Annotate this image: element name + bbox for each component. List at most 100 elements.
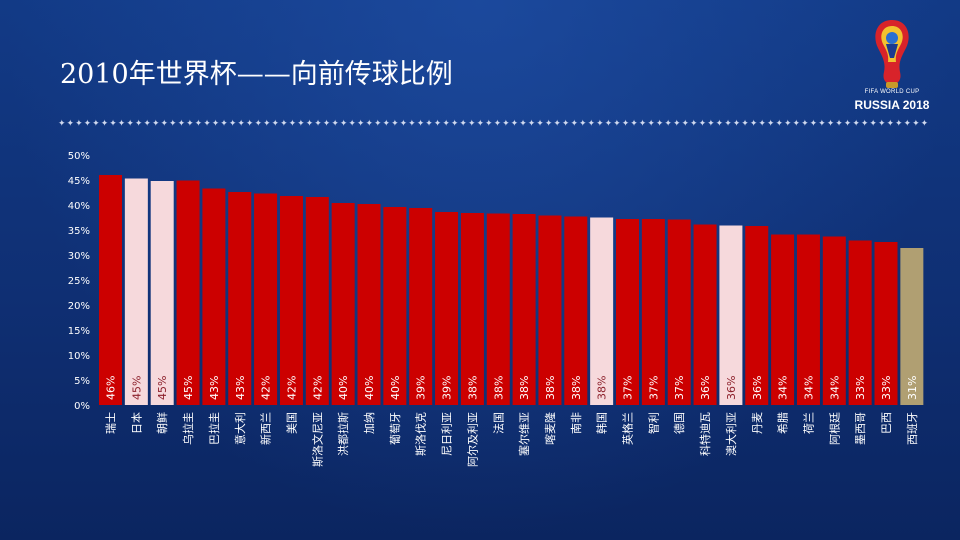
category-label: 尼日利亚 xyxy=(441,412,454,456)
category-label: 丹麦 xyxy=(751,412,764,434)
data-label: 37% xyxy=(673,376,686,400)
category-label: 阿根廷 xyxy=(827,412,841,445)
category-label: 瑞士 xyxy=(104,412,118,434)
bar xyxy=(771,234,795,405)
category-label: 韩国 xyxy=(595,412,609,434)
bar xyxy=(486,213,510,405)
data-label: 42% xyxy=(285,376,298,400)
star-divider: ✦✦✦✦✦✦✦✦✦✦✦✦✦✦✦✦✦✦✦✦✦✦✦✦✦✦✦✦✦✦✦✦✦✦✦✦✦✦✦✦… xyxy=(58,119,930,129)
category-label: 斯洛伐克 xyxy=(414,412,428,456)
data-label: 34% xyxy=(777,376,790,400)
logo-caption: FIFA WORLD CUP xyxy=(864,89,920,95)
category-label: 西班牙 xyxy=(906,412,919,445)
data-label: 40% xyxy=(389,376,402,400)
bar xyxy=(512,214,536,405)
data-label: 34% xyxy=(828,376,841,400)
bar xyxy=(202,188,226,405)
chart-title: 2010年世界杯——向前传球比例 xyxy=(60,59,453,90)
data-label: 38% xyxy=(570,376,583,400)
data-label: 33% xyxy=(880,376,893,400)
category-label: 科特迪瓦 xyxy=(698,412,712,456)
data-label: 34% xyxy=(802,376,815,400)
category-label: 喀麦隆 xyxy=(543,412,557,445)
world-cup-trophy-icon xyxy=(875,20,909,88)
bar xyxy=(228,192,252,405)
category-label: 智利 xyxy=(646,412,660,434)
category-label: 葡萄牙 xyxy=(389,412,402,445)
category-label: 日本 xyxy=(129,412,143,434)
data-label: 38% xyxy=(492,376,505,400)
data-label: 36% xyxy=(699,376,712,400)
category-label: 意大利 xyxy=(233,412,247,445)
category-label: 朝鲜 xyxy=(155,412,169,434)
bar xyxy=(124,178,148,405)
category-label: 美国 xyxy=(285,412,298,434)
bar xyxy=(383,207,407,405)
category-label: 巴西 xyxy=(880,412,893,434)
bar xyxy=(641,219,665,405)
category-label: 阿尔及利亚 xyxy=(466,412,479,467)
y-tick-label: 40% xyxy=(68,201,90,212)
bar xyxy=(176,180,200,405)
category-label: 加纳 xyxy=(363,412,376,434)
data-label: 45% xyxy=(156,376,169,400)
data-label: 46% xyxy=(105,376,118,400)
bar xyxy=(848,240,872,405)
data-label: 42% xyxy=(260,376,273,400)
category-label: 德国 xyxy=(672,412,686,434)
category-label: 法国 xyxy=(491,412,505,434)
data-label: 45% xyxy=(182,376,195,400)
category-label: 乌拉圭 xyxy=(181,412,195,445)
y-tick-label: 20% xyxy=(68,301,90,312)
y-tick-label: 35% xyxy=(68,226,90,237)
bar xyxy=(305,197,329,405)
data-label: 40% xyxy=(363,376,376,400)
bar xyxy=(254,193,278,405)
bar xyxy=(590,217,614,405)
category-label: 南非 xyxy=(570,412,583,434)
category-label: 希腊 xyxy=(776,412,790,434)
bar xyxy=(796,234,820,405)
bar xyxy=(409,208,433,405)
data-label: 38% xyxy=(466,376,479,400)
category-label: 斯洛文尼亚 xyxy=(310,412,324,467)
data-label: 31% xyxy=(906,376,919,400)
data-label: 37% xyxy=(622,376,635,400)
bar xyxy=(900,248,924,405)
data-label: 36% xyxy=(725,376,738,400)
data-label: 43% xyxy=(208,376,221,400)
y-tick-label: 50% xyxy=(68,151,90,162)
category-label: 澳大利亚 xyxy=(724,412,738,456)
data-label: 42% xyxy=(311,376,324,400)
category-label: 新西兰 xyxy=(259,412,273,445)
data-label: 38% xyxy=(544,376,557,400)
data-label: 33% xyxy=(854,376,867,400)
category-label: 荷兰 xyxy=(802,412,815,434)
category-label: 英格兰 xyxy=(621,412,635,445)
data-label: 43% xyxy=(234,376,247,400)
data-label: 39% xyxy=(415,376,428,400)
category-label: 墨西哥 xyxy=(854,412,867,445)
data-label: 45% xyxy=(130,376,143,400)
category-label: 塞尔维亚 xyxy=(517,412,531,456)
bar xyxy=(279,196,303,405)
bar xyxy=(331,203,355,405)
data-label: 38% xyxy=(596,376,609,400)
bar xyxy=(822,236,846,405)
y-tick-label: 45% xyxy=(68,176,90,187)
y-tick-label: 10% xyxy=(68,351,90,362)
bar xyxy=(460,213,484,405)
data-label: 39% xyxy=(441,376,454,400)
bar xyxy=(99,175,122,405)
y-tick-label: 5% xyxy=(74,376,90,387)
bar xyxy=(874,242,898,405)
data-label: 38% xyxy=(518,376,531,400)
data-label: 40% xyxy=(337,376,350,400)
bar xyxy=(538,215,562,405)
bar xyxy=(564,216,588,405)
bar xyxy=(719,225,743,405)
category-label: 巴拉圭 xyxy=(207,412,221,445)
y-tick-label: 30% xyxy=(68,251,90,262)
bar xyxy=(616,219,639,405)
